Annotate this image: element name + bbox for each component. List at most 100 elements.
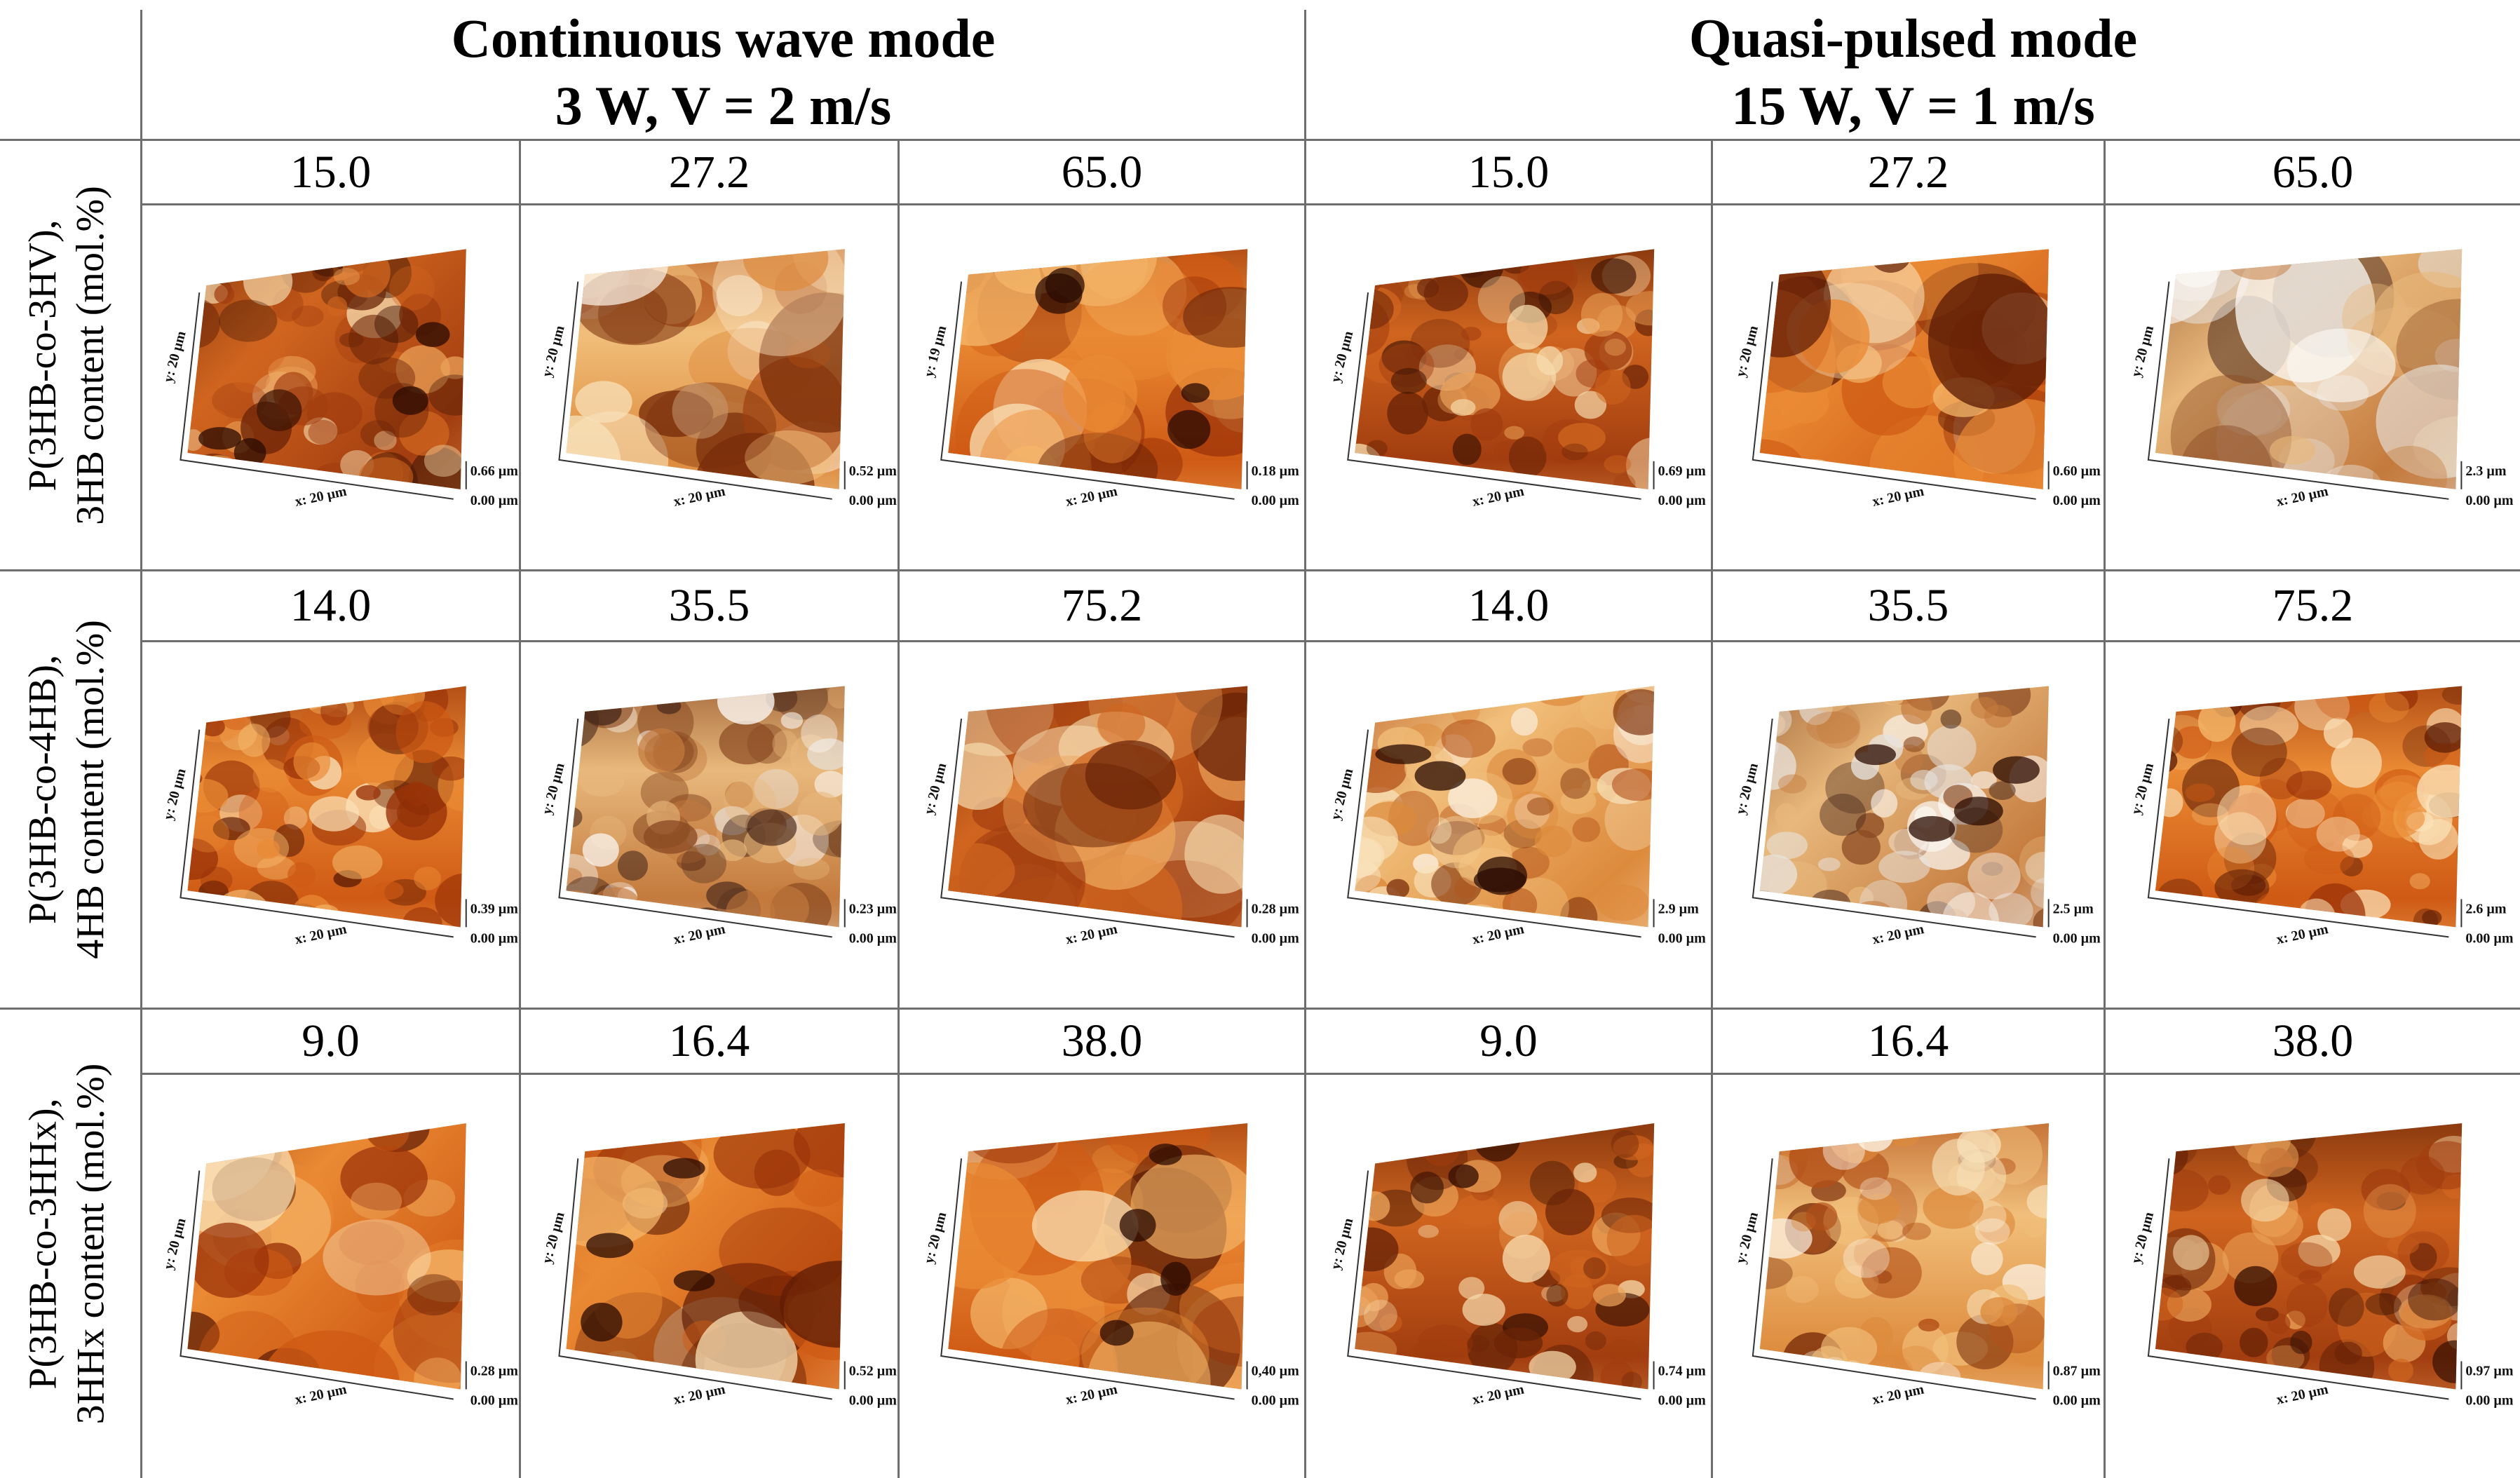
afm-3d-image: x: 20 µm y: 20 µm 0.28 µm 0.00 µm: [900, 642, 1304, 1008]
y-axis-label: y: 20 µm: [1733, 761, 1761, 816]
z-min-label: 0.00 µm: [2465, 493, 2514, 508]
z-max-label: 0.87 µm: [2053, 1364, 2101, 1379]
afm-3d-image: x: 20 µm y: 19 µm 0.18 µm 0.00 µm: [900, 205, 1304, 569]
row-label-4hb: P(3HB-co-4HB), 4HB content (mol.%): [0, 571, 133, 1008]
x-axis-label: x: 20 µm: [1871, 921, 1925, 947]
y-axis-label: y: 20 µm: [539, 761, 568, 816]
afm-3d-image: x: 20 µm y: 20 µm 0.23 µm 0.00 µm: [521, 642, 897, 1008]
afm-surface-svg: x: 20 µm y: 19 µm 0.18 µm 0.00 µm: [921, 249, 1300, 510]
content-value: 27.2: [1867, 146, 1949, 198]
afm-3d-image: x: 20 µm y: 20 µm 0.87 µm 0.00 µm: [1713, 1075, 2104, 1478]
content-value: 75.2: [1061, 580, 1143, 631]
row1-bottom-rule: [0, 569, 2520, 571]
row-label-3hv: P(3HB-co-3HV), 3HB content (mol.%): [0, 141, 133, 569]
col-rule-4: [1711, 139, 1713, 1478]
row2-bottom-rule: [0, 1008, 2520, 1010]
row1-value-rule: [140, 203, 2520, 205]
mode-header-continuous: Continuous wave mode 3 W, V = 2 m/s: [142, 6, 1304, 139]
afm-surface-svg: x: 20 µm y: 20 µm 0.39 µm 0.00 µm: [161, 686, 519, 947]
z-min-label: 0.00 µm: [2053, 1393, 2101, 1409]
z-min-label: 0.00 µm: [470, 493, 519, 508]
x-axis-label: x: 20 µm: [1871, 484, 1925, 510]
y-axis-label: y: 20 µm: [539, 1210, 568, 1265]
afm-3d-image: x: 20 µm y: 20 µm 0.28 µm 0.00 µm: [142, 1075, 519, 1478]
z-max-label: 2.6 µm: [2465, 901, 2507, 916]
row-label-line2: 3HB content (mol.%): [69, 185, 112, 525]
y-axis-label: y: 20 µm: [161, 1216, 189, 1271]
afm-surface-svg: x: 20 µm y: 20 µm 0.52 µm 0.00 µm: [539, 1123, 897, 1409]
x-axis-label: x: 20 µm: [672, 921, 727, 947]
y-axis-label: y: 20 µm: [2128, 761, 2157, 816]
z-max-label: 2.5 µm: [2053, 901, 2094, 916]
afm-surface-svg: x: 20 µm y: 20 µm 0.69 µm 0.00 µm: [1328, 249, 1707, 510]
col-rule-2: [897, 139, 900, 1478]
afm-3d-image: x: 20 µm y: 20 µm 0.74 µm 0.00 µm: [1306, 1075, 1711, 1478]
x-axis-label: x: 20 µm: [672, 484, 727, 510]
z-min-label: 0.00 µm: [2465, 1393, 2514, 1409]
z-min-label: 0.00 µm: [470, 1393, 519, 1409]
x-axis-label: x: 20 µm: [1471, 921, 1526, 947]
z-max-label: 0.28 µm: [470, 1364, 519, 1379]
x-axis-label: x: 20 µm: [294, 921, 348, 947]
y-axis-label: y: 20 µm: [1328, 330, 1357, 384]
row-label-line2: 3HHx content (mol.%): [69, 1063, 112, 1425]
row-label-line1: P(3HB-co-3HHx),: [21, 1098, 65, 1390]
x-axis-label: x: 20 µm: [1064, 921, 1119, 947]
y-axis-label: y: 20 µm: [1328, 1216, 1357, 1271]
afm-3d-image: x: 20 µm y: 20 µm 0.69 µm 0.00 µm: [1306, 205, 1711, 569]
mode-title-line1: Quasi-pulsed mode: [1688, 8, 2138, 69]
x-axis-label: x: 20 µm: [1471, 1381, 1526, 1407]
content-value: 35.5: [668, 580, 750, 631]
row-label-line1: P(3HB-co-3HV),: [21, 219, 65, 491]
z-min-label: 0.00 µm: [2053, 493, 2101, 508]
col-rule-1: [519, 139, 521, 1478]
mode-header-quasi-pulsed: Quasi-pulsed mode 15 W, V = 1 m/s: [1306, 6, 2520, 139]
afm-surface-svg: x: 20 µm y: 20 µm 0.52 µm 0.00 µm: [539, 249, 897, 510]
mode-title-line2: 3 W, V = 2 m/s: [555, 75, 892, 136]
z-max-label: 0.69 µm: [1658, 463, 1707, 479]
content-value: 35.5: [1867, 580, 1949, 631]
afm-3d-image: x: 20 µm y: 20 µm 0.66 µm 0.00 µm: [142, 205, 519, 569]
content-value: 14.0: [290, 580, 372, 631]
x-axis-label: x: 20 µm: [2275, 921, 2330, 947]
afm-surface-svg: x: 20 µm y: 20 µm 0.97 µm 0.00 µm: [2128, 1123, 2514, 1409]
afm-3d-image: x: 20 µm y: 20 µm 0.97 µm 0.00 µm: [2106, 1075, 2520, 1478]
content-value: 38.0: [1061, 1015, 1143, 1066]
mode-title-line2: 15 W, V = 1 m/s: [1731, 75, 2095, 136]
afm-surface-svg: x: 20 µm y: 20 µm 0.87 µm 0.00 µm: [1733, 1123, 2101, 1409]
afm-surface-svg: x: 20 µm y: 20 µm 2.9 µm 0.00 µm: [1328, 686, 1707, 947]
content-value: 16.4: [1867, 1015, 1949, 1066]
content-value: 9.0: [1479, 1015, 1538, 1066]
row2-value-rule: [140, 640, 2520, 642]
z-max-label: 0.66 µm: [470, 463, 519, 479]
z-min-label: 0.00 µm: [1658, 930, 1707, 946]
y-axis-label: y: 20 µm: [1733, 1210, 1761, 1265]
x-axis-label: x: 20 µm: [294, 1381, 348, 1407]
z-min-label: 0.00 µm: [1252, 493, 1300, 508]
afm-surface-svg: x: 20 µm y: 20 µm 0.28 µm 0.00 µm: [921, 686, 1299, 947]
y-axis-label: y: 20 µm: [539, 324, 568, 379]
label-column-rule: [140, 10, 142, 1478]
afm-3d-image: x: 20 µm y: 20 µm 0.52 µm 0.00 µm: [521, 205, 897, 569]
z-min-label: 0.00 µm: [2053, 930, 2101, 946]
x-axis-label: x: 20 µm: [672, 1381, 727, 1407]
content-value: 16.4: [668, 1015, 750, 1066]
y-axis-label: y: 20 µm: [161, 766, 189, 821]
row-label-3hhx: P(3HB-co-3HHx), 3HHx content (mol.%): [0, 1010, 133, 1478]
x-axis-label: x: 20 µm: [2275, 1381, 2330, 1407]
z-max-label: 0.52 µm: [849, 463, 897, 479]
z-max-label: 0.18 µm: [1252, 463, 1300, 479]
z-max-label: 2.3 µm: [2465, 463, 2507, 479]
x-axis-label: x: 20 µm: [1064, 484, 1119, 510]
mode-divider-rule: [1304, 10, 1306, 1478]
y-axis-label: y: 20 µm: [2128, 1210, 2157, 1265]
afm-surface-svg: x: 20 µm y: 20 µm 0,40 µm 0.00 µm: [921, 1123, 1299, 1409]
content-value: 15.0: [1468, 146, 1550, 198]
row-label-line1: P(3HB-co-4HB),: [21, 654, 65, 925]
z-max-label: 0.39 µm: [470, 901, 519, 916]
z-min-label: 0.00 µm: [2465, 930, 2514, 946]
z-min-label: 0.00 µm: [849, 1393, 897, 1409]
afm-surface-svg: x: 20 µm y: 20 µm 2.5 µm 0.00 µm: [1733, 686, 2101, 947]
afm-3d-image: x: 20 µm y: 20 µm 2.9 µm 0.00 µm: [1306, 642, 1711, 1008]
z-min-label: 0.00 µm: [849, 930, 897, 946]
